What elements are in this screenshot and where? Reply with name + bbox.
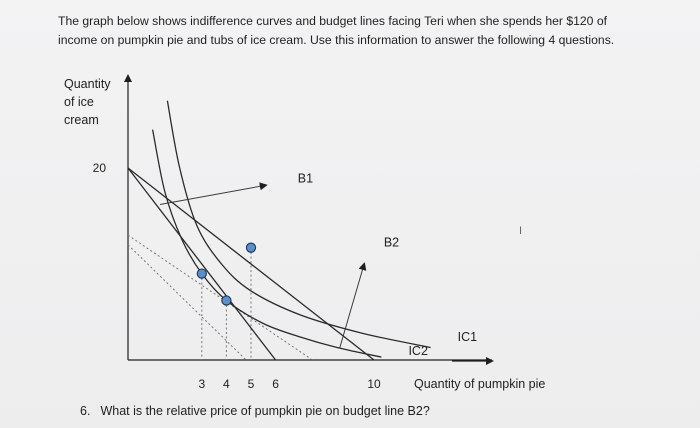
annotations-layer: B1 B2 IC1 IC2	[159, 171, 478, 358]
y-axis-title-line-2: of ice	[64, 95, 94, 109]
x-axis-title: Quantity of pumpkin pie	[414, 377, 545, 391]
annotation-label-ic1: IC1	[458, 330, 478, 344]
annotation-label-ic2: IC2	[408, 344, 428, 358]
intro-line-2: income on pumpkin pie and tubs of ice cr…	[58, 33, 615, 47]
optimum-point-3	[245, 242, 257, 253]
x-tick-label-5: 5	[248, 377, 255, 391]
y-axis-title-line-1: Quantity	[64, 77, 111, 91]
ticks-layer: 3 4 5 6 10 20	[93, 161, 381, 391]
annotation-label-b1: B1	[298, 171, 313, 185]
stray-mark: I	[519, 225, 522, 237]
question-number: 6.	[80, 404, 91, 418]
optimum-point-1	[196, 268, 207, 279]
y-tick-label-20: 20	[93, 161, 107, 175]
optimum-point-2	[221, 295, 232, 306]
annotation-arrow-b2	[339, 262, 367, 349]
budget-line-b1	[127, 167, 277, 361]
budget-line-b2	[127, 167, 375, 361]
x-tick-label-10: 10	[367, 377, 381, 391]
question-text: What is the relative price of pumpkin pi…	[100, 404, 430, 418]
lines-layer	[127, 100, 431, 361]
annotation-arrow-b1	[159, 182, 268, 205]
intro-line-1: The graph below shows indifference curve…	[58, 14, 608, 28]
indifference-curve-ic1	[166, 100, 431, 349]
x-tick-label-4: 4	[223, 377, 230, 391]
y-axis-title: Quantity of ice cream	[64, 77, 114, 127]
question-6: 6. What is the relative price of pumpkin …	[80, 404, 430, 418]
dashed-line-2	[127, 244, 247, 361]
x-tick-label-6: 6	[272, 377, 279, 391]
points-layer	[196, 242, 257, 306]
annotation-label-b2: B2	[384, 236, 399, 250]
x-tick-label-3: 3	[198, 377, 205, 391]
dashed-lines-layer	[127, 234, 313, 361]
intro-text: The graph below shows indifference curve…	[58, 12, 668, 50]
dashed-line-1	[127, 234, 313, 361]
y-axis-title-line-3: cream	[64, 113, 99, 127]
